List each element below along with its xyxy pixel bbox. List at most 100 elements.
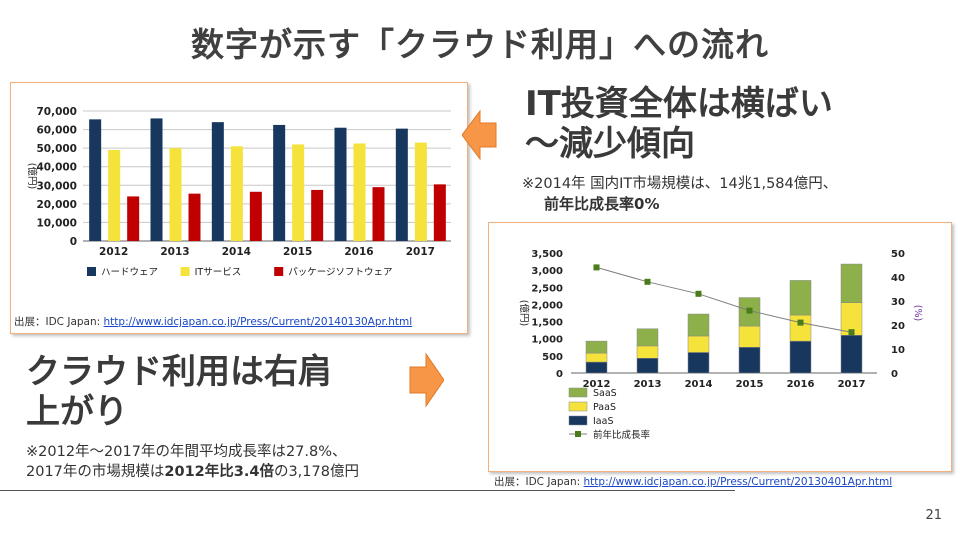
y2-tick-label: 20 (891, 321, 905, 332)
page-number: 21 (925, 508, 942, 523)
y-tick-label: 3,500 (531, 249, 563, 260)
stacked-bar-segment (687, 335, 710, 353)
source-right: 出展：IDC Japan: http://www.idcjapan.co.jp/… (494, 474, 892, 489)
it-heading: IT投資全体は横ばい ～減少傾向 (525, 84, 833, 164)
y2-tick-label: 10 (891, 345, 905, 356)
growth-rate-point (593, 264, 600, 271)
y-tick-label: 0 (556, 369, 563, 380)
stacked-bar-segment (840, 335, 863, 374)
legend-swatch (568, 415, 588, 426)
legend-swatch (568, 387, 588, 398)
stacked-bar-segment (738, 325, 761, 348)
bar (188, 193, 201, 241)
legend-swatch (274, 267, 284, 276)
y-tick-label: 2,000 (531, 300, 563, 311)
cloud-note-line2-b: 2012年比3.4倍 (164, 464, 274, 480)
it-heading-line1: IT投資全体は横ばい (525, 84, 833, 124)
legend-swatch (568, 401, 588, 412)
it-market-chart-panel: 0 10,000 20,000 30,000 40,000 50,000 60,000 70,… (10, 82, 468, 334)
y-axis-label: (億円) (518, 300, 530, 326)
arrow-left-icon (462, 109, 497, 161)
it-market-chart: 0 10,000 20,000 30,000 40,000 50,000 60,000 70,… (26, 106, 451, 278)
y-tick-label: 3,000 (531, 266, 563, 277)
cloud-heading: クラウド利用は右肩 上がり (26, 352, 332, 432)
x-tick-label: 2017 (406, 246, 435, 258)
bar (334, 127, 347, 241)
y-tick-label: 500 (542, 352, 563, 363)
bar (249, 191, 262, 241)
legend-swatch (87, 267, 96, 276)
growth-rate-point (848, 329, 855, 336)
stacked-bar-segment (687, 313, 710, 337)
legend-label: PaaS (593, 402, 616, 413)
y-tick-label: 1,500 (531, 318, 563, 329)
x-tick-label: 2015 (283, 246, 312, 258)
x-tick-label: 2013 (160, 246, 189, 258)
arrow-right-icon (409, 352, 444, 408)
stacked-bar-segment (789, 340, 812, 374)
x-tick-label: 2014 (222, 246, 251, 258)
y-tick-label: 0 (70, 236, 77, 248)
stacked-bar-segment (636, 358, 659, 374)
y2-axis-label: (%) (912, 305, 923, 321)
x-tick-label: 2017 (838, 379, 866, 390)
stacked-bar-segment (687, 352, 710, 374)
bar (169, 148, 182, 241)
legend-label: IaaS (593, 416, 613, 427)
cloud-note: ※2012年～2017年の年間平均成長率は27.8%、 2017年の市場規模は2… (26, 442, 359, 482)
bar (230, 146, 243, 241)
growth-rate-line (596, 266, 852, 333)
stacked-bar-segment (636, 328, 659, 347)
x-tick-label: 2016 (344, 246, 373, 258)
legend-marker (575, 431, 581, 437)
y-tick-label: 2,500 (531, 283, 563, 294)
legend-label: ITサービス (195, 267, 242, 278)
source-left-prefix: 出展：IDC Japan: (14, 316, 104, 328)
stacked-bar-segment (585, 340, 608, 354)
it-note: ※2014年 国内IT市場規模は、14兆1,584億円、 前年比成長率0% (522, 174, 837, 214)
bar (353, 143, 366, 241)
cloud-market-chart-panel: 0 500 1,000 1,500 2,000 2,500 3,000 3,500 0 10 20 3… (488, 222, 952, 472)
growth-rate-point (695, 290, 702, 297)
bar (414, 142, 427, 241)
y-tick-label: 40,000 (36, 162, 77, 174)
it-note-line1: ※2014年 国内IT市場規模は、14兆1,584億円、 (522, 176, 838, 192)
divider-line (0, 490, 735, 491)
slide-title: 数字が示す「クラウド利用」への流れ (191, 25, 769, 64)
y-tick-label: 20,000 (36, 199, 77, 211)
y2-tick-label: 40 (891, 273, 905, 284)
cloud-heading-line1: クラウド利用は右肩 (26, 352, 332, 392)
source-left-link[interactable]: http://www.idcjapan.co.jp/Press/Current/… (103, 316, 413, 328)
bar (127, 196, 140, 241)
source-right-prefix: 出展：IDC Japan: (494, 476, 584, 488)
cloud-note-line2: 2017年の市場規模は2012年比3.4倍の3,178億円 (26, 462, 359, 482)
x-tick-label: 2014 (685, 379, 713, 390)
cloud-market-chart: 0 500 1,000 1,500 2,000 2,500 3,000 3,500 0 10 20 3… (518, 249, 923, 441)
legend-label: パッケージソフトウェア (288, 267, 392, 278)
source-left: 出展：IDC Japan: http://www.idcjapan.co.jp/… (14, 314, 412, 329)
y-tick-label: 50,000 (36, 143, 77, 155)
cloud-note-line2-c: の3,178億円 (273, 464, 359, 480)
legend-swatch (180, 267, 190, 276)
y-tick-label: 1,000 (531, 335, 563, 346)
growth-rate-point (644, 278, 651, 285)
stacked-bar-segment (585, 361, 608, 374)
x-tick-label: 2012 (99, 246, 128, 258)
bar (89, 119, 102, 241)
y2-tick-label: 50 (891, 249, 905, 260)
y-tick-label: 10,000 (36, 217, 77, 229)
y-tick-label: 60,000 (36, 125, 77, 137)
growth-rate-point (797, 319, 804, 326)
stacked-bar-segment (738, 347, 761, 374)
bar (211, 122, 224, 241)
x-tick-label: 2013 (634, 379, 662, 390)
bar (150, 118, 163, 241)
source-right-link[interactable]: http://www.idcjapan.co.jp/Press/Current/… (583, 476, 893, 488)
legend-label: 前年比成長率 (593, 429, 651, 441)
stacked-bar-segment (585, 352, 608, 363)
y-tick-label: 30,000 (36, 180, 77, 192)
it-note-line2: 前年比成長率0% (544, 195, 660, 213)
cloud-note-line1: ※2012年～2017年の年間平均成長率は27.8%、 (26, 444, 347, 460)
bar (273, 124, 286, 241)
y-tick-label: 70,000 (36, 106, 77, 118)
